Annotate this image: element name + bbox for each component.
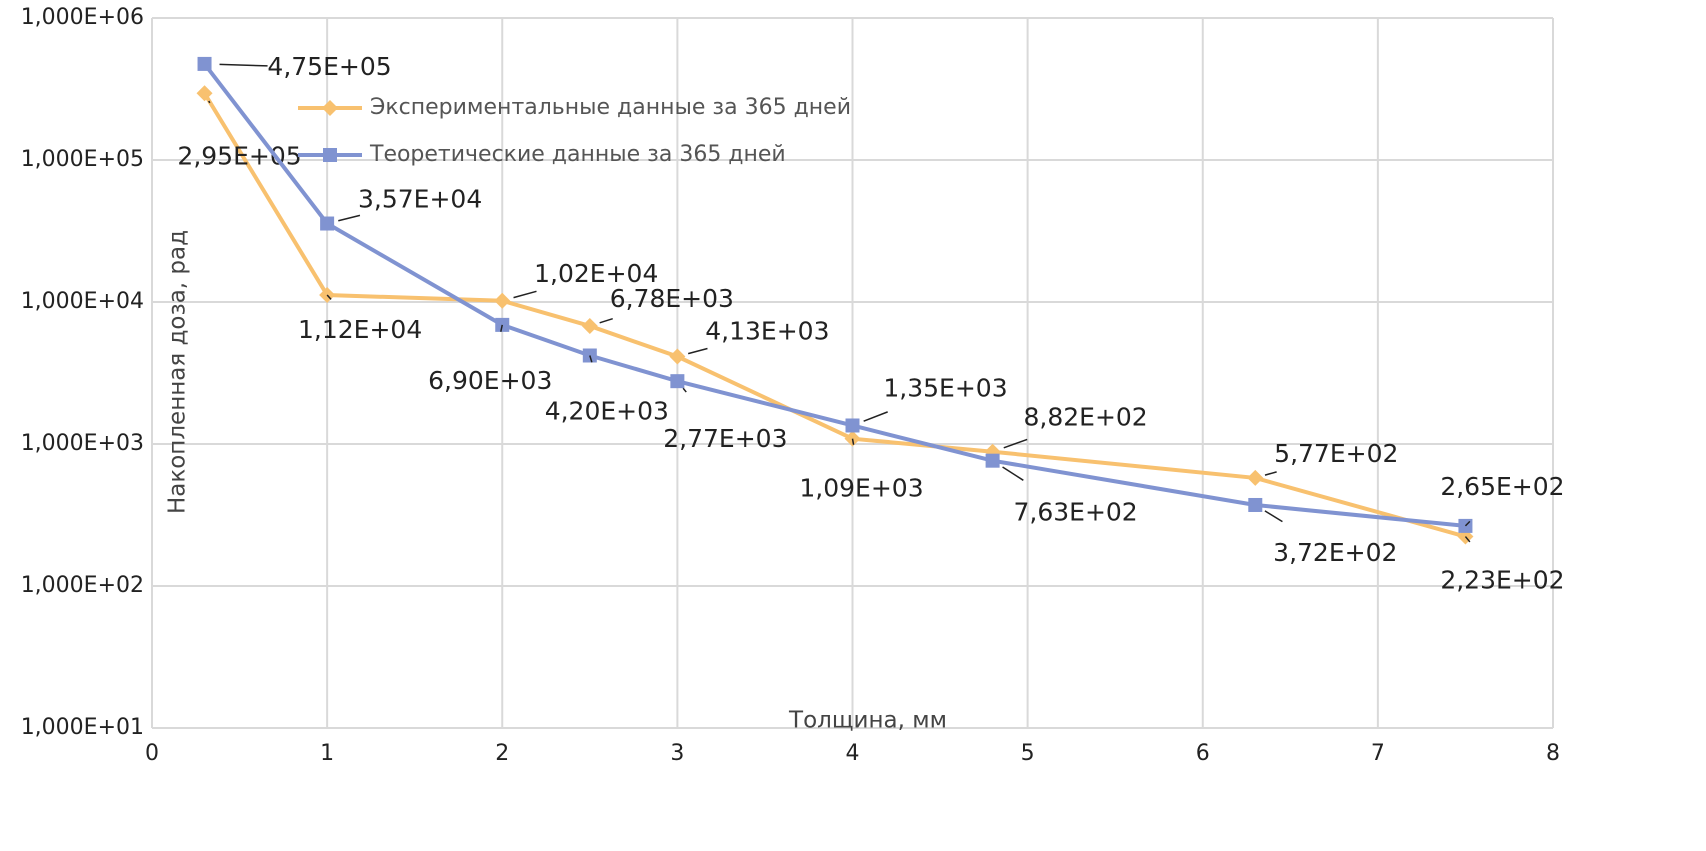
leader-line: [1264, 510, 1283, 523]
data-label: 4,20E+03: [545, 396, 669, 425]
leader-line: [682, 387, 687, 393]
leader-line: [500, 324, 503, 332]
legend-label: Экспериментальные данные за 365 дней: [370, 95, 851, 120]
leader-line: [208, 100, 211, 104]
data-label: 8,82E+02: [1023, 403, 1147, 432]
y-tick-label: 1,000E+05: [21, 147, 144, 172]
data-label: 3,72E+02: [1273, 538, 1397, 567]
y-tick-label: 1,000E+03: [21, 431, 144, 456]
point: [845, 418, 860, 433]
x-tick-label: 0: [145, 741, 159, 766]
x-axis-title: Толщина, мм: [788, 708, 947, 734]
y-tick-label: 1,000E+04: [21, 289, 144, 314]
data-label: 2,77E+03: [663, 424, 787, 453]
data-label: 4,75E+05: [267, 52, 391, 81]
x-tick-label: 6: [1196, 741, 1210, 766]
data-label: 1,02E+04: [534, 259, 658, 288]
x-tick-label: 2: [495, 741, 509, 766]
point: [1248, 497, 1263, 512]
point: [669, 348, 686, 365]
point: [670, 374, 685, 389]
point: [1247, 469, 1264, 486]
leader-line: [338, 214, 361, 222]
x-tick-label: 7: [1371, 741, 1385, 766]
data-label: 6,90E+03: [428, 366, 552, 395]
point: [494, 292, 511, 309]
x-tick-label: 8: [1546, 741, 1560, 766]
data-label: 6,78E+03: [610, 284, 734, 313]
x-tick-label: 1: [320, 741, 334, 766]
x-tick-label: 3: [670, 741, 684, 766]
point: [985, 453, 1000, 468]
leader-line: [863, 411, 888, 422]
x-tick-label: 4: [846, 741, 860, 766]
point: [320, 216, 335, 231]
point: [197, 56, 212, 71]
legend-marker: [322, 100, 338, 116]
y-tick-label: 1,000E+01: [21, 715, 144, 740]
data-label: 1,35E+03: [883, 373, 1007, 402]
leader-line: [1003, 438, 1028, 449]
data-label: 5,77E+02: [1274, 439, 1398, 468]
data-label: 7,63E+02: [1013, 498, 1137, 527]
data-label: 4,13E+03: [705, 317, 829, 346]
data-label: 1,12E+04: [298, 315, 422, 344]
data-label: 3,57E+04: [358, 185, 482, 214]
data-label: 1,09E+03: [799, 474, 923, 503]
leader-line: [1464, 520, 1471, 527]
x-tick-label: 5: [1021, 741, 1035, 766]
data-label: 2,65E+02: [1440, 472, 1564, 501]
y-tick-label: 1,000E+06: [21, 5, 144, 30]
leader-line: [1264, 471, 1277, 476]
data-label: 2,23E+02: [1440, 566, 1564, 595]
leader-line: [1002, 466, 1024, 481]
y-axis-title: Накопленная доза, рад: [165, 230, 191, 514]
point: [581, 317, 598, 334]
leader-line: [513, 290, 537, 299]
leader-line: [326, 294, 332, 300]
leader-line: [599, 317, 613, 324]
leader-line: [851, 438, 855, 445]
leader-line: [589, 355, 593, 363]
leader-line: [1464, 536, 1471, 543]
y-tick-label: 1,000E+02: [21, 573, 144, 598]
leader-line: [219, 63, 268, 67]
point: [196, 85, 213, 102]
legend-label: Теоретические данные за 365 дней: [369, 142, 786, 167]
legend-marker: [323, 148, 337, 162]
leader-line: [687, 347, 708, 355]
